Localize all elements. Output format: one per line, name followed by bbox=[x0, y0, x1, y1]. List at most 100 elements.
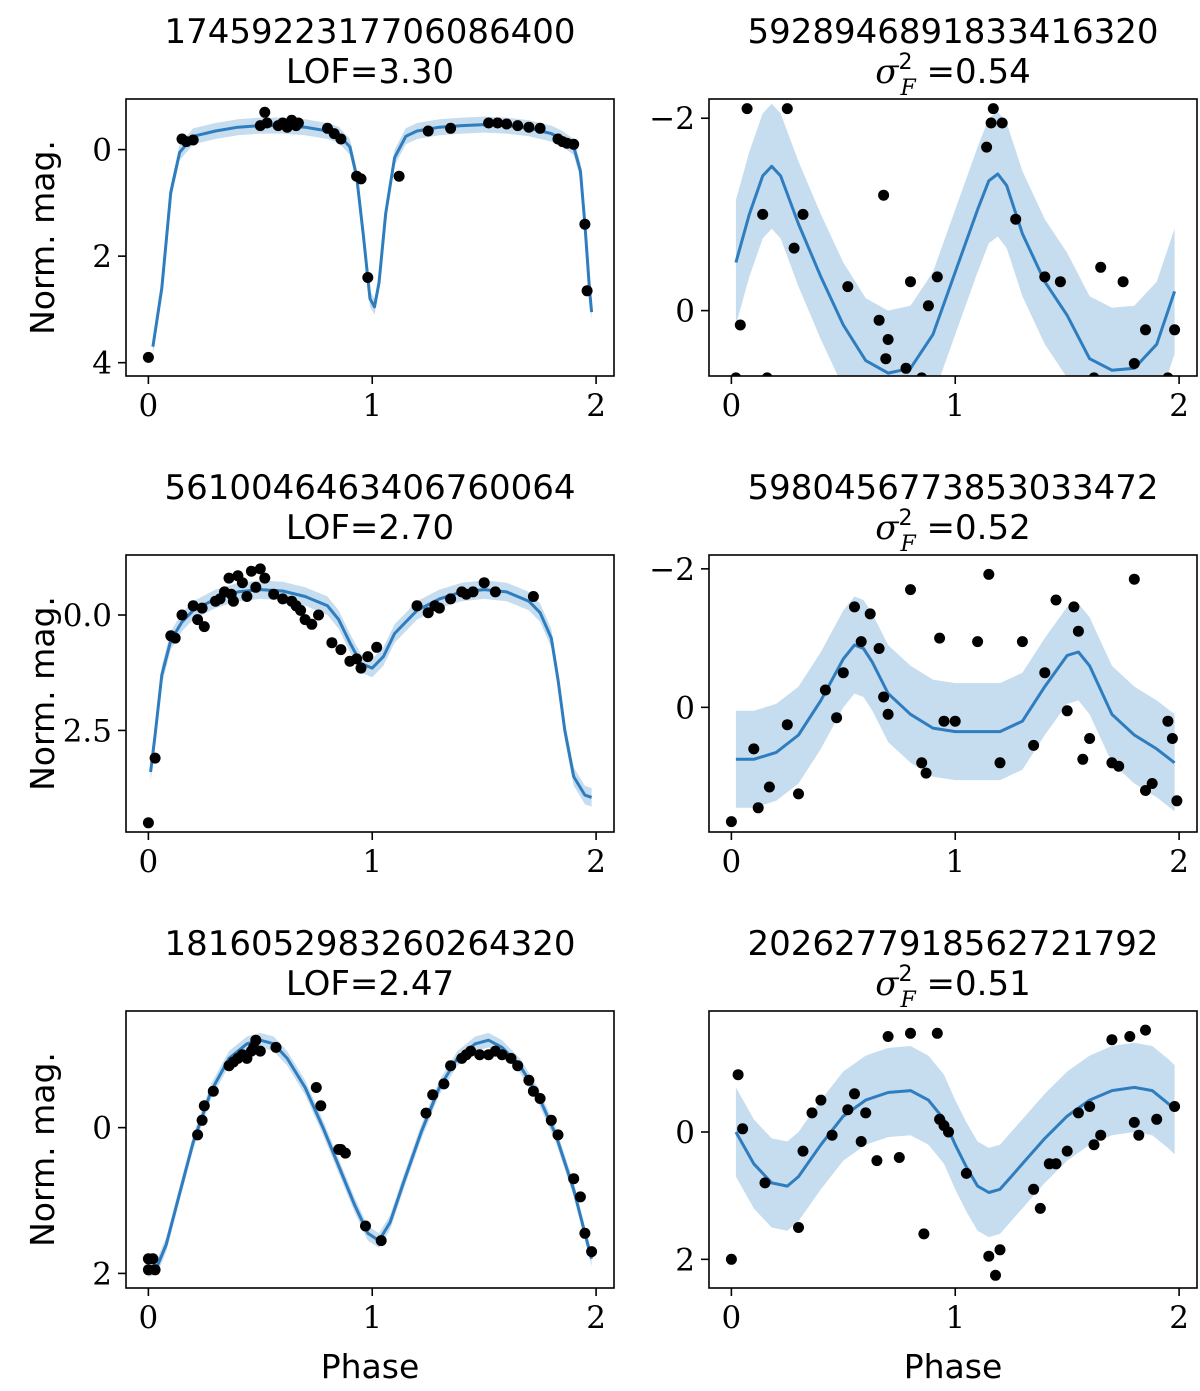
fit-line bbox=[734, 164, 1177, 375]
data-point bbox=[905, 276, 916, 288]
data-point bbox=[949, 715, 961, 727]
data-point bbox=[1077, 753, 1089, 765]
data-point bbox=[931, 1027, 943, 1039]
fit-line bbox=[147, 1038, 594, 1272]
confidence-band bbox=[150, 580, 592, 807]
data-point bbox=[990, 1269, 1001, 1281]
data-point bbox=[295, 604, 307, 616]
data-point bbox=[842, 1104, 854, 1116]
y-tick-label: 4 bbox=[92, 346, 112, 382]
y-axis-label: Norm. mag. bbox=[23, 596, 62, 791]
data-point bbox=[1151, 1113, 1163, 1125]
x-axis-label: Phase bbox=[904, 1347, 1003, 1386]
y-tick-label: 2 bbox=[92, 239, 112, 275]
data-point bbox=[393, 170, 405, 182]
data-point bbox=[864, 608, 876, 620]
data-point bbox=[568, 1173, 580, 1185]
data-point bbox=[512, 120, 524, 132]
data-point bbox=[1140, 324, 1151, 336]
data-point bbox=[438, 1078, 450, 1090]
plot-area bbox=[142, 106, 594, 363]
data-point bbox=[1133, 1129, 1145, 1141]
data-point bbox=[445, 1060, 457, 1072]
plot-area bbox=[725, 568, 1183, 828]
data-point bbox=[793, 1222, 804, 1233]
data-point bbox=[545, 1114, 557, 1126]
data-point bbox=[236, 577, 248, 589]
data-point bbox=[375, 1235, 387, 1247]
data-point bbox=[427, 1089, 439, 1101]
data-point bbox=[1106, 1034, 1118, 1046]
fit-line bbox=[735, 643, 1176, 764]
data-point bbox=[972, 636, 984, 648]
data-point bbox=[527, 591, 539, 602]
data-point bbox=[1162, 372, 1174, 376]
y-tick-label: 0 bbox=[675, 294, 695, 330]
data-point bbox=[987, 103, 999, 115]
data-point bbox=[1128, 573, 1140, 585]
data-point bbox=[1050, 1158, 1062, 1170]
x-tick-label: 0 bbox=[139, 388, 159, 424]
panel-title: 5610046463406760064 bbox=[164, 468, 575, 508]
panel-subtitle: LOF=2.47 bbox=[286, 964, 454, 1004]
data-point bbox=[1039, 271, 1051, 283]
data-point bbox=[310, 1082, 322, 1093]
x-tick-label: 1 bbox=[362, 1300, 382, 1336]
data-point bbox=[1166, 733, 1178, 744]
data-point bbox=[1128, 358, 1140, 369]
data-point bbox=[920, 767, 932, 779]
data-point bbox=[261, 117, 273, 129]
data-point bbox=[732, 1069, 744, 1081]
data-point bbox=[192, 1129, 204, 1141]
data-point bbox=[420, 1107, 432, 1119]
fit-line bbox=[734, 1085, 1176, 1194]
fit-line bbox=[149, 588, 593, 799]
data-point bbox=[1034, 1202, 1046, 1214]
x-tick-label: 2 bbox=[586, 844, 606, 880]
data-point bbox=[223, 572, 235, 584]
data-point bbox=[737, 1123, 749, 1135]
data-point bbox=[781, 719, 793, 731]
data-point bbox=[1124, 1031, 1136, 1042]
data-point bbox=[1169, 324, 1181, 336]
data-point bbox=[873, 643, 885, 654]
data-point bbox=[759, 1177, 771, 1189]
data-point bbox=[496, 1049, 508, 1061]
data-point bbox=[574, 1191, 586, 1203]
data-point bbox=[169, 632, 181, 644]
data-point bbox=[250, 581, 262, 593]
data-point bbox=[351, 653, 363, 665]
data-point bbox=[994, 757, 1006, 769]
x-tick-label: 0 bbox=[722, 388, 742, 424]
data-point bbox=[187, 600, 199, 612]
data-point bbox=[149, 752, 161, 764]
data-point bbox=[730, 372, 742, 376]
data-point bbox=[355, 662, 367, 674]
x-tick-label: 0 bbox=[722, 844, 742, 880]
data-point bbox=[1095, 1129, 1107, 1141]
axes-frame bbox=[708, 1010, 1198, 1289]
x-tick-label: 1 bbox=[362, 388, 382, 424]
data-point bbox=[855, 636, 867, 648]
data-point bbox=[371, 641, 383, 653]
data-point bbox=[1028, 739, 1040, 751]
x-tick-label: 2 bbox=[586, 1300, 606, 1336]
data-point bbox=[478, 577, 490, 589]
data-point bbox=[1016, 636, 1028, 648]
x-tick-label: 2 bbox=[1169, 1300, 1189, 1336]
data-point bbox=[815, 1094, 827, 1106]
data-point bbox=[905, 584, 916, 596]
data-point bbox=[259, 106, 271, 118]
data-point bbox=[534, 122, 546, 134]
data-point bbox=[983, 1250, 995, 1262]
data-point bbox=[752, 802, 764, 814]
data-point bbox=[1128, 1116, 1140, 1128]
data-point bbox=[855, 1136, 867, 1147]
data-point bbox=[360, 1220, 371, 1232]
data-point bbox=[467, 586, 479, 598]
data-point bbox=[227, 595, 239, 607]
data-point bbox=[465, 1045, 477, 1057]
panel-subtitle: σ2 F =0.52 bbox=[875, 506, 1030, 557]
